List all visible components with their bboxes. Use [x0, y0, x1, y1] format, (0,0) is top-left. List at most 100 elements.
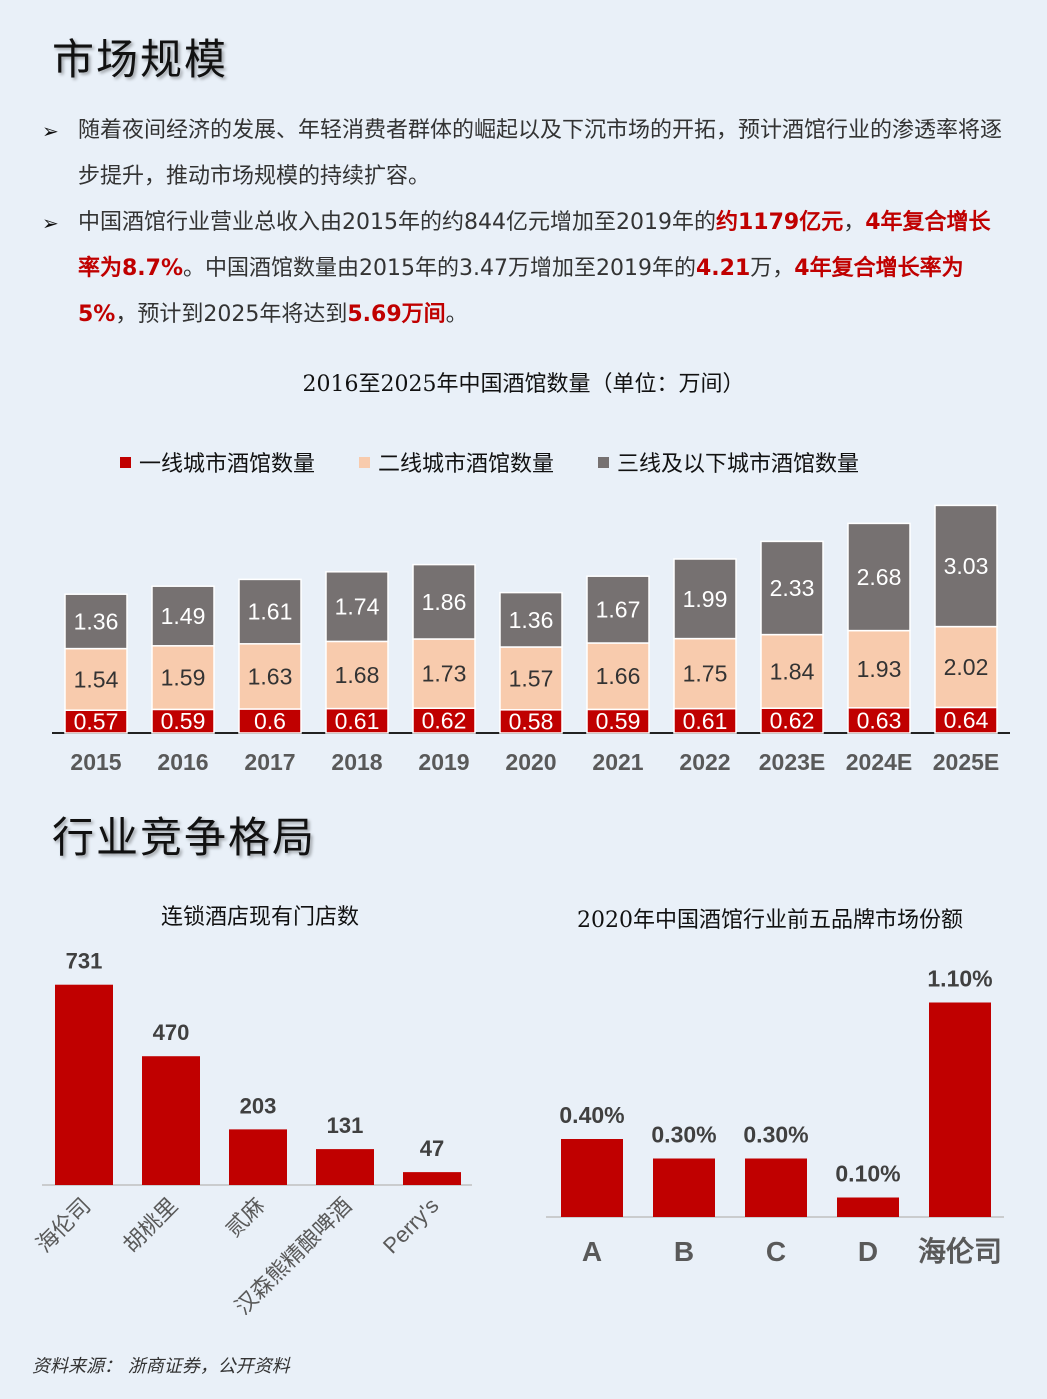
chart1-legend: 一线城市酒馆数量 二线城市酒馆数量 三线及以下城市酒馆数量 [120, 446, 859, 478]
legend-swatch [359, 456, 371, 468]
bar [316, 1149, 374, 1185]
x-tick-label: 胡桃里 [118, 1193, 182, 1257]
bullet-item: ➢ 随着夜间经济的发展、年轻消费者群体的崛起以及下沉市场的开拓，预计酒馆行业的渗… [42, 108, 1002, 200]
section-title-competition: 行业竞争格局 [52, 813, 317, 862]
bar-segment [847, 522, 911, 632]
source-note: 资料来源： 浙商证券，公开资料 [32, 1356, 290, 1377]
bar-segment [934, 706, 998, 734]
x-tick-label: 2018 [331, 749, 382, 775]
bar [837, 1197, 899, 1217]
x-tick-label: A [582, 1236, 602, 1267]
x-tick-label: C [766, 1236, 786, 1267]
bar-segment [934, 625, 998, 709]
highlight-cagr-revenue: 4年复合增长率为8.7% [78, 210, 991, 281]
data-label: 1.66 [596, 663, 641, 689]
legend-item: 二线城市酒馆数量 [359, 446, 554, 478]
bar-segment [673, 558, 737, 640]
x-tick-label: 海伦司 [31, 1193, 95, 1257]
data-label: 3.03 [944, 553, 989, 579]
market-share-bar-chart: 0.40% A 0.30% B 0.30% C 0.10% D 1.10% 海伦司 [546, 966, 1004, 1267]
data-label: 1.84 [770, 658, 815, 684]
chart1-title: 2016至2025年中国酒馆数量（单位：万间） [302, 372, 745, 397]
bar-segment [238, 578, 302, 645]
highlight-revenue: 约1179亿元 [715, 210, 844, 235]
data-label: 2.33 [770, 575, 815, 601]
data-label: 1.73 [422, 661, 467, 687]
legend-item: 一线城市酒馆数量 [120, 446, 315, 478]
arrow-bullet-icon: ➢ [42, 119, 59, 143]
bullet-item: ➢ 中国酒馆行业营业总收入由2015年的约844亿元增加至2019年的约1179… [42, 200, 1002, 338]
data-label: 470 [153, 1020, 190, 1045]
bar-segment [151, 585, 215, 647]
bar-segment [760, 707, 824, 734]
x-tick-label: 2024E [846, 749, 913, 775]
data-label: 0.63 [857, 707, 902, 733]
data-label: 1.36 [509, 607, 554, 633]
bar [403, 1172, 461, 1185]
bar-segment [499, 591, 563, 648]
bar-segment [499, 646, 563, 711]
highlight-count-2019: 4.21 [696, 256, 751, 281]
data-label: 131 [327, 1113, 364, 1138]
data-label: 0.64 [944, 707, 989, 733]
data-label: 1.49 [161, 603, 206, 629]
data-label: 2.02 [944, 654, 989, 680]
data-label: 1.67 [596, 597, 641, 623]
bar [142, 1056, 200, 1185]
data-label: 1.99 [683, 586, 728, 612]
bullet-text: 。中国酒馆数量由2015年的3.47万增加至2019年的 [183, 256, 696, 281]
bar [653, 1158, 715, 1217]
bar-segment [238, 708, 302, 734]
bar [561, 1139, 623, 1217]
data-label: 0.10% [835, 1161, 900, 1187]
chart2-title: 连锁酒店现有门店数 [160, 905, 359, 930]
bar-segment [847, 629, 911, 709]
x-tick-label: B [674, 1236, 694, 1267]
x-tick-label: 2019 [418, 749, 469, 775]
data-label: 0.61 [683, 708, 728, 734]
chart3-title: 2020年中国酒馆行业前五品牌市场份额 [577, 908, 963, 933]
bullet-text: 中国酒馆行业营业总收入由2015年的约844亿元增加至2019年的 [78, 210, 716, 235]
bar-segment [934, 504, 998, 628]
x-tick-label: 2021 [592, 749, 643, 775]
x-tick-label: 2017 [244, 749, 295, 775]
bar-segment [412, 638, 476, 709]
data-label: 1.36 [74, 608, 119, 634]
data-label: 0.62 [770, 708, 815, 734]
bullet-text: ，预计到2025年将达到 [115, 302, 348, 327]
data-label: 1.59 [161, 665, 206, 691]
bar [229, 1129, 287, 1185]
bar-segment [760, 633, 824, 709]
x-tick-label: 2022 [679, 749, 730, 775]
data-label: 0.58 [509, 708, 554, 734]
data-label: 0.62 [422, 708, 467, 734]
bar-segment [64, 593, 128, 650]
data-label: 0.40% [559, 1102, 624, 1128]
data-label: 731 [66, 949, 103, 974]
bar-segment [586, 575, 650, 644]
data-label: 1.75 [683, 661, 728, 687]
bar-segment [673, 707, 737, 734]
data-label: 0.59 [161, 708, 206, 734]
x-tick-label: 海伦司 [918, 1235, 1002, 1267]
data-label: 1.10% [927, 966, 992, 992]
highlight-cagr-count: 4年复合增长率为5% [78, 256, 964, 327]
x-tick-label: Perry's [378, 1193, 444, 1259]
stacked-bar-chart: 0.57 1.54 1.36 2015 0.59 1.59 1.49 2016 0.6 1.63 1… [52, 504, 1010, 775]
data-label: 1.61 [248, 599, 293, 625]
x-tick-label: 2020 [505, 749, 556, 775]
bar-segment [412, 707, 476, 734]
arrow-bullet-icon: ➢ [42, 211, 59, 235]
legend-item: 三线及以下城市酒馆数量 [598, 446, 859, 478]
bar-segment [151, 645, 215, 711]
x-tick-label: 2015 [70, 749, 121, 775]
bar-segment [760, 540, 824, 636]
bullet-text: 。 [445, 302, 468, 327]
data-label: 1.57 [509, 665, 554, 691]
data-label: 0.57 [74, 709, 119, 735]
bullet-text: 随着夜间经济的发展、年轻消费者群体的崛起以及下沉市场的开拓，预计酒馆行业的渗透率… [78, 118, 1003, 189]
legend-swatch [598, 456, 610, 468]
x-tick-label: D [858, 1236, 878, 1267]
bullet-text: ， [843, 210, 866, 235]
